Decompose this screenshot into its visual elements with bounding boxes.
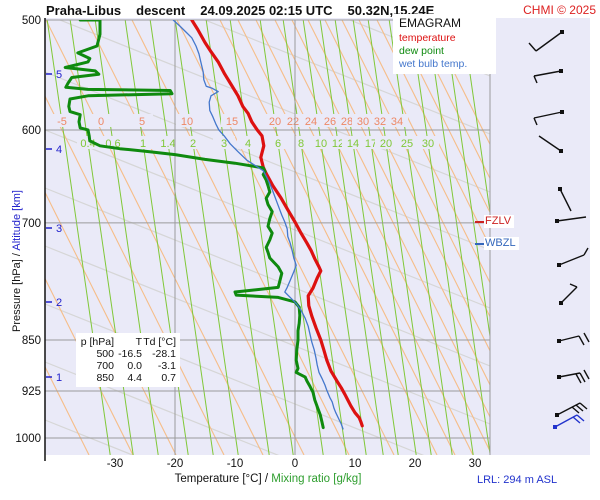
dry-adiabat-label: -5: [57, 116, 67, 128]
freezing-level-marker: FZLV: [475, 215, 515, 228]
wind-barb-column: [528, 30, 590, 429]
x-tick-label: 10: [349, 458, 362, 470]
mixing-ratio-label: 14: [347, 138, 359, 150]
y-axis-pressure-label: Pressure [hPa]: [11, 259, 23, 332]
mixing-ratio-label: 20: [380, 138, 392, 150]
x-tick-label: 0: [292, 458, 298, 470]
mixing-ratio-label: 1: [140, 138, 146, 150]
y-axis-altitude-label: Altitude [km]: [11, 190, 23, 251]
pressure-tick-label: 500: [22, 15, 41, 27]
wet_bulb-curve: [172, 20, 344, 430]
legend-item-dew-point: dew point: [399, 45, 444, 58]
table-row: 500 -16.5 -28.1: [96, 348, 176, 360]
dry-adiabat-label: 28: [341, 116, 353, 128]
wind-barb-icon: [557, 369, 590, 384]
dry-adiabat-label: 15: [226, 116, 238, 128]
table-row: 850 4.4 0.7: [96, 372, 176, 384]
wind-barb-icon: [553, 414, 585, 429]
pressure-tick-label: 600: [22, 125, 41, 137]
dry-adiabat-label: 10: [181, 116, 193, 128]
dry-adiabat-label: 26: [324, 116, 336, 128]
table-header-pressure: p [hPa]: [80, 336, 114, 348]
copyright-notice: CHMI © 2025: [523, 3, 596, 17]
altitude-tick-label: 3: [56, 223, 62, 235]
dew_point-curve: [63, 20, 325, 430]
mixing-ratio-label: 1.4: [160, 138, 175, 150]
wbzl-tick-icon: [475, 242, 484, 245]
mixing-ratio-label: 17: [365, 138, 377, 150]
wbzl-label: WBZL: [484, 237, 519, 250]
dry-adiabat-label: 30: [357, 116, 369, 128]
altitude-tick-label: 2: [56, 297, 62, 309]
x-axis-mixing-label: Mixing ratio [g/kg]: [271, 473, 362, 485]
legend-item-wet-bulb: wet bulb temp.: [399, 58, 468, 71]
dry-adiabat-label: 34: [391, 116, 403, 128]
dry-adiabat-label: 22: [287, 116, 299, 128]
mixing-ratio-label: 10: [315, 138, 327, 150]
dry-adiabat-label: 32: [374, 116, 386, 128]
table-header-dewpoint: Td [°C]: [143, 336, 176, 348]
wind-barb-icon: [557, 247, 589, 267]
altitude-tick-label: 5: [56, 69, 62, 81]
x-tick-label: 30: [469, 458, 482, 470]
x-tick-label: -20: [167, 458, 184, 470]
x-tick-label: -10: [227, 458, 244, 470]
fzlv-tick-icon: [475, 220, 484, 223]
page-title: Praha-Libus descent 24.09.2025 02:15 UTC…: [46, 3, 434, 18]
fzlv-label: FZLV: [484, 215, 515, 228]
wind-barb-icon: [538, 135, 563, 153]
mixing-ratio-label: 6: [275, 138, 281, 150]
x-tick-label: -30: [107, 458, 124, 470]
dry-adiabat-label: 24: [305, 116, 317, 128]
level-data-table: p [hPa] T Td [°C] 500 -16.5 -28.1 700 0.…: [76, 333, 180, 387]
wind-barb-icon: [558, 187, 572, 212]
isopleth-labels: -5 0 5 10 15 20 22 24 26 28 30 32 340.4 0.6 1 1.4 2 3 4 6 8 1…: [51, 114, 439, 150]
legend-item-temperature: temperature: [399, 32, 456, 44]
pressure-tick-label: 925: [22, 386, 41, 398]
mixing-ratio-label: 4: [245, 138, 251, 150]
x-tick-label: 20: [409, 458, 422, 470]
mixing-ratio-label: 30: [422, 138, 434, 150]
mixing-ratio-label: 8: [298, 138, 304, 150]
x-axis-temperature-label: Temperature [°C]: [174, 473, 262, 485]
mixing-ratio-label: 25: [401, 138, 413, 150]
legend-title: EMAGRAM: [399, 16, 462, 30]
table-header-temp: T: [135, 336, 142, 348]
table-row: 700 0.0 -3.1: [96, 360, 176, 372]
pressure-tick-label: 1000: [15, 433, 41, 445]
wind-barb-icon: [559, 283, 578, 305]
sounding-datetime: 24.09.2025 02:15 UTC: [200, 3, 333, 18]
altitude-tick-label: 1: [56, 372, 62, 384]
pressure-tick-label: 700: [22, 218, 41, 230]
sounding-mode: descent: [136, 3, 186, 18]
wind-barb-icon: [533, 69, 563, 84]
dry-adiabat-label: 5: [139, 116, 145, 128]
mixing-ratio-label: 3: [221, 138, 227, 150]
x-axis-caption: Temperature [°C] / Mixing ratio [g/kg]: [174, 473, 362, 485]
dry-adiabat-label: 0: [98, 116, 104, 128]
temperature-curve: [190, 20, 364, 428]
dry-adiabat-label: 20: [269, 116, 281, 128]
mixing-ratio-label: 12: [332, 138, 344, 150]
wind-barb-icon: [555, 402, 588, 417]
lowest-reported-level: LRL: 294 m ASL: [477, 474, 558, 486]
altitude-tick-label: 4: [56, 144, 62, 156]
pressure-tick-label: 850: [22, 335, 41, 347]
station-name: Praha-Libus: [46, 3, 122, 18]
wind-barb-icon: [557, 332, 590, 346]
wind-barb-icon: [555, 216, 587, 223]
wind-barb-icon: [528, 30, 564, 52]
wind-barb-icon: [533, 110, 564, 126]
wet-bulb-zero-marker: WBZL: [475, 237, 519, 250]
mixing-ratio-label: 2: [190, 138, 196, 150]
y-axis-caption: Pressure [hPa] / Altitude [km]: [11, 190, 23, 332]
chart-legend: EMAGRAM temperature dew point wet bulb t…: [393, 14, 496, 75]
